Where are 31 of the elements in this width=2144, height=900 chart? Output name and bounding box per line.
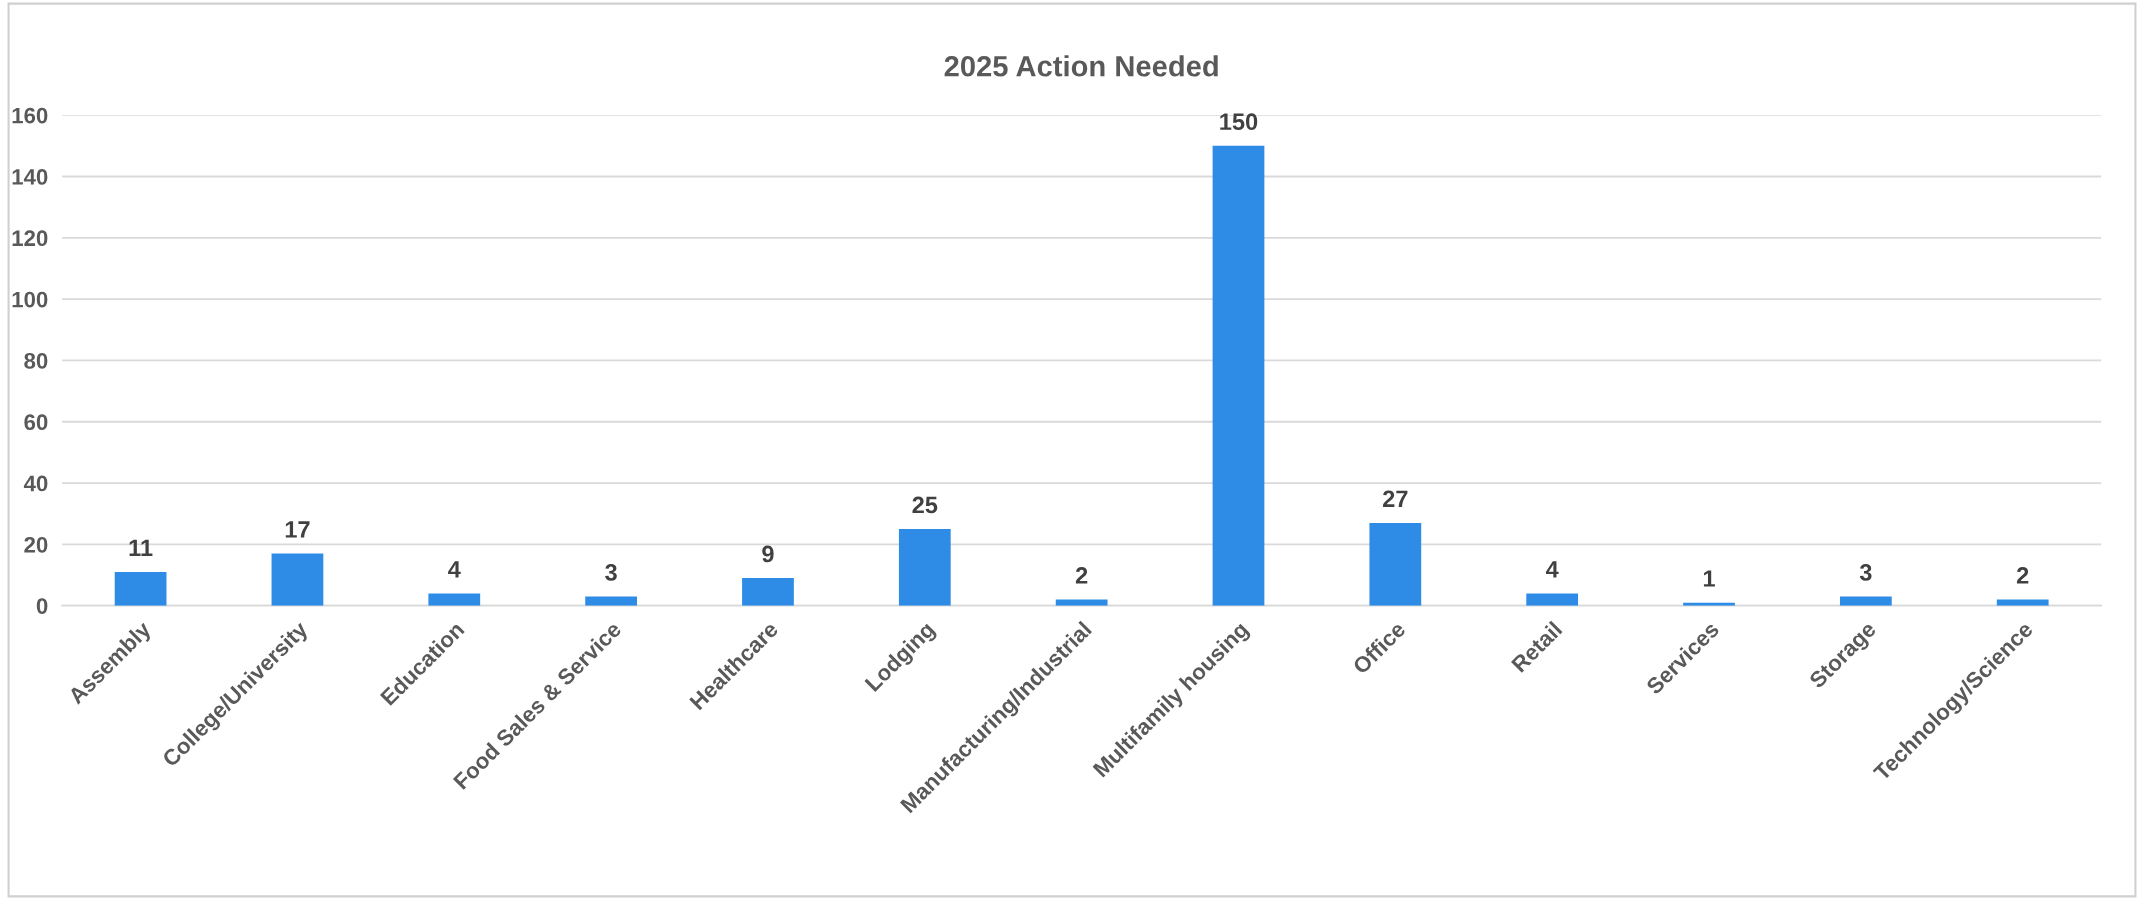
data-label: 2 (2016, 567, 2029, 584)
data-label: 150 (1220, 113, 1258, 131)
y-tick-label: 140 (12, 169, 48, 185)
y-tick-label: 0 (36, 598, 48, 614)
bar (1212, 145, 1265, 606)
data-label: 1 (1703, 570, 1715, 587)
bar (898, 529, 951, 606)
bar (1526, 593, 1579, 606)
bar (271, 553, 324, 606)
data-label: 3 (1859, 564, 1872, 581)
chart-title: 2025 Action Needed (944, 55, 1218, 77)
bar (114, 571, 167, 606)
bar (742, 578, 794, 606)
y-tick-label: 120 (12, 230, 48, 247)
data-label: 11 (129, 539, 153, 556)
y-tick-label: 160 (12, 107, 48, 124)
data-label: 25 (912, 496, 938, 514)
data-label: 27 (1383, 490, 1408, 507)
data-label: 2 (1075, 567, 1088, 584)
bar (428, 593, 481, 606)
y-tick-label: 100 (12, 291, 48, 308)
bar (1369, 522, 1422, 606)
y-tick-label: 60 (24, 414, 48, 431)
y-tick-label: 80 (24, 352, 48, 369)
data-label: 3 (605, 564, 617, 581)
data-label: 9 (762, 545, 774, 563)
data-label: 4 (448, 561, 461, 578)
data-label: 4 (1545, 561, 1559, 578)
y-tick-label: 20 (24, 536, 48, 553)
y-tick-label: 40 (23, 475, 48, 492)
data-label: 17 (285, 521, 310, 538)
